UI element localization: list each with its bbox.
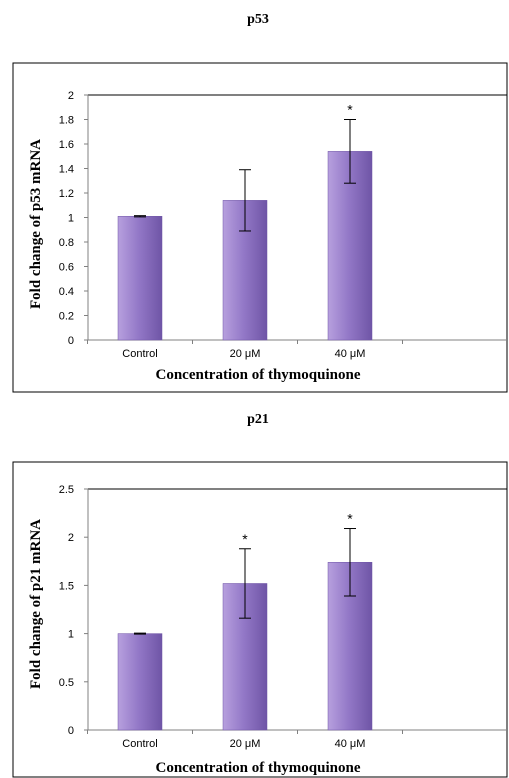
x-tick-label: 40 μM xyxy=(335,738,366,750)
chart-title: p21 xyxy=(247,412,269,427)
x-axis-title: Concentration of thymoquinone xyxy=(155,760,360,776)
y-tick-label: 0 xyxy=(68,335,74,347)
plot-area: 0 0.5 1 1.5 2 2.5 Control 20 μM * 40 μM * xyxy=(59,484,508,750)
y-tick-label: 2.5 xyxy=(59,484,74,496)
y-tick-label: 0 xyxy=(68,725,74,737)
y-axis-title: Fold change of p21 mRNA xyxy=(28,519,44,689)
chart-title: p53 xyxy=(247,12,269,27)
significance-marker: * xyxy=(242,531,248,547)
significance-marker: * xyxy=(347,511,353,527)
x-tick-label: 40 μM xyxy=(335,348,366,360)
y-tick-label: 0.6 xyxy=(59,262,74,274)
x-tick-label: 20 μM xyxy=(230,348,261,360)
y-tick-label: 0.2 xyxy=(59,311,74,323)
plot-area: 0 0.2 0.4 0.6 0.8 1 1.2 1.4 1.6 1.8 2 Control 20 μM 4… xyxy=(59,90,508,360)
y-tick-label: 2 xyxy=(68,90,74,102)
chart-p53: p53 0 0.2 0.4 0.6 0.8 1 1.2 1.4 1.6 1.8 2 Control 20… xyxy=(12,12,508,393)
y-tick-label: 1.5 xyxy=(59,580,74,592)
y-tick-label: 1.8 xyxy=(59,115,74,127)
x-tick-label: 20 μM xyxy=(230,738,261,750)
significance-marker: * xyxy=(347,102,353,118)
y-tick-label: 0.8 xyxy=(59,237,74,249)
bar xyxy=(117,216,163,341)
y-tick-label: 0.5 xyxy=(59,677,74,689)
y-tick-label: 1 xyxy=(68,629,74,641)
y-tick-label: 1.2 xyxy=(59,188,74,200)
y-tick-label: 2 xyxy=(68,532,74,544)
y-axis-title: Fold change of p53 mRNA xyxy=(28,139,44,309)
x-tick-label: Control xyxy=(122,738,157,750)
bar xyxy=(117,633,163,731)
chart-p21: p21 0 0.5 1 1.5 2 2.5 Control 20 μM * 40 μM * Fold… xyxy=(12,412,508,778)
y-tick-label: 1.4 xyxy=(59,164,74,176)
y-tick-label: 1.6 xyxy=(59,139,74,151)
y-tick-label: 1 xyxy=(68,213,74,225)
y-tick-label: 0.4 xyxy=(59,286,74,298)
x-axis-title: Concentration of thymoquinone xyxy=(155,367,360,383)
x-tick-label: Control xyxy=(122,348,157,360)
